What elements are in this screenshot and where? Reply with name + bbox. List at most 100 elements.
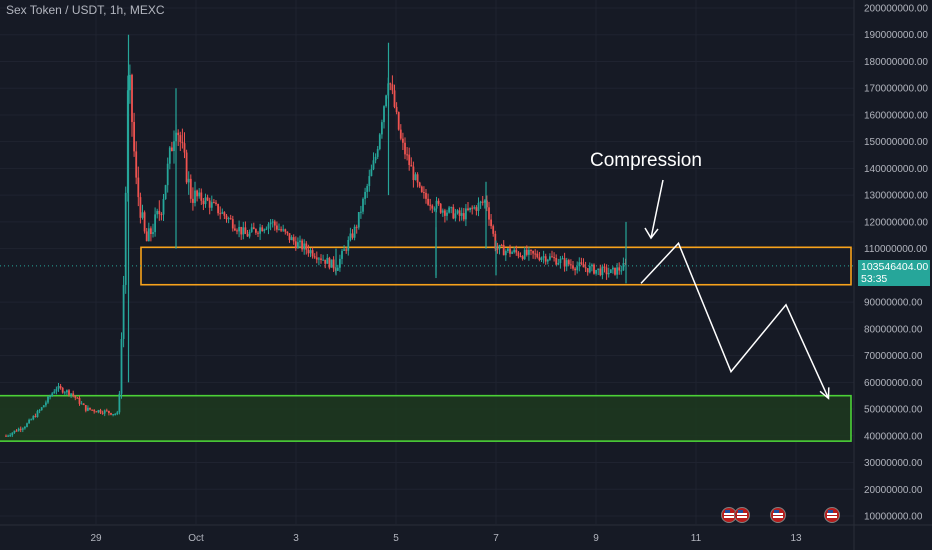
candle-body xyxy=(450,207,453,209)
candle-body xyxy=(557,262,560,265)
candle-body xyxy=(559,258,562,263)
candle-body xyxy=(162,199,165,215)
candle-body xyxy=(265,228,268,230)
candle-body xyxy=(139,197,142,218)
candle-body xyxy=(297,242,299,249)
candle-body xyxy=(97,410,100,413)
candle-body xyxy=(76,397,79,399)
candle-body xyxy=(66,390,68,393)
candle-body xyxy=(586,268,589,273)
candle-body xyxy=(273,221,276,226)
candle-body xyxy=(515,249,518,253)
candle-body xyxy=(196,190,198,197)
us-flag-icon[interactable] xyxy=(824,507,840,523)
candle-body xyxy=(406,154,408,156)
candle-body xyxy=(74,395,77,398)
candle-body xyxy=(366,186,369,192)
candle-body xyxy=(309,250,312,254)
candle-body xyxy=(341,250,343,259)
candle-body xyxy=(257,232,259,234)
candle-body xyxy=(349,233,352,240)
candle-body xyxy=(544,256,547,262)
candle-body xyxy=(150,228,152,235)
y-tick-label: 80000000.00 xyxy=(864,324,923,335)
candle-body xyxy=(292,237,295,242)
candle-body xyxy=(15,430,18,432)
candle-body xyxy=(551,256,553,258)
candle-body xyxy=(173,141,175,152)
candle-body xyxy=(185,152,188,183)
us-flag-icon[interactable] xyxy=(734,507,750,523)
candle-body xyxy=(456,210,459,214)
candle-body xyxy=(227,218,230,220)
candle-body xyxy=(183,143,186,153)
candle-body xyxy=(381,122,383,135)
candle-body xyxy=(469,207,471,211)
candle-body xyxy=(574,268,576,271)
candle-body xyxy=(40,407,43,411)
candle-body xyxy=(181,141,184,144)
y-tick-label: 160000000.00 xyxy=(864,110,928,121)
candle-body xyxy=(271,221,274,223)
candle-body xyxy=(357,212,360,228)
candle-body xyxy=(288,233,291,241)
candle-body xyxy=(565,260,568,267)
candle-body xyxy=(326,257,329,264)
candle-body xyxy=(168,147,171,164)
candle-body xyxy=(404,142,406,155)
candle-body xyxy=(166,163,169,186)
candle-body xyxy=(36,411,39,417)
candle-body xyxy=(454,213,457,219)
candle-body xyxy=(572,265,574,269)
candle-body xyxy=(507,248,509,252)
candle-body xyxy=(219,213,222,215)
candle-body xyxy=(171,147,173,152)
y-tick-label: 190000000.00 xyxy=(864,30,928,41)
candle-body xyxy=(240,226,243,235)
candle-body xyxy=(336,267,339,271)
candle-body xyxy=(82,403,85,406)
y-tick-label: 140000000.00 xyxy=(864,164,928,175)
y-tick-label: 200000000.00 xyxy=(864,4,928,15)
candle-body xyxy=(563,258,566,267)
candle-body xyxy=(28,419,30,424)
candle-body xyxy=(536,253,539,258)
candle-body xyxy=(141,212,144,218)
candle-body xyxy=(299,240,301,243)
candle-body xyxy=(393,90,396,107)
candle-body xyxy=(53,391,56,394)
candle-body xyxy=(252,227,255,230)
candle-body xyxy=(24,426,26,429)
candle-body xyxy=(448,207,450,213)
candle-body xyxy=(13,430,16,433)
y-tick-label: 10000000.00 xyxy=(864,512,923,523)
us-flag-icon[interactable] xyxy=(770,507,786,523)
candle-body xyxy=(284,229,287,232)
candle-body xyxy=(471,207,474,209)
candle-body xyxy=(318,258,320,260)
candle-body xyxy=(80,403,83,405)
candle-body xyxy=(546,259,549,262)
candle-body xyxy=(263,229,266,232)
candle-body xyxy=(307,249,310,254)
candle-body xyxy=(383,106,385,123)
compression-label: Compression xyxy=(590,150,702,171)
candle-body xyxy=(30,419,33,421)
candle-body xyxy=(429,204,432,206)
candle-body xyxy=(502,244,505,256)
candle-body xyxy=(433,208,436,210)
candle-body xyxy=(311,250,314,257)
y-tick-label: 180000000.00 xyxy=(864,57,928,68)
candle-body xyxy=(133,121,135,152)
candle-body xyxy=(582,263,585,268)
symbol-title[interactable]: Sex Token / USDT, 1h, MEXC xyxy=(6,3,165,17)
candle-body xyxy=(410,164,413,167)
candle-body xyxy=(339,258,341,268)
candle-body xyxy=(612,267,614,270)
candle-body xyxy=(458,210,461,216)
candle-body xyxy=(156,210,159,215)
candle-body xyxy=(89,407,91,410)
candle-body xyxy=(488,207,490,220)
